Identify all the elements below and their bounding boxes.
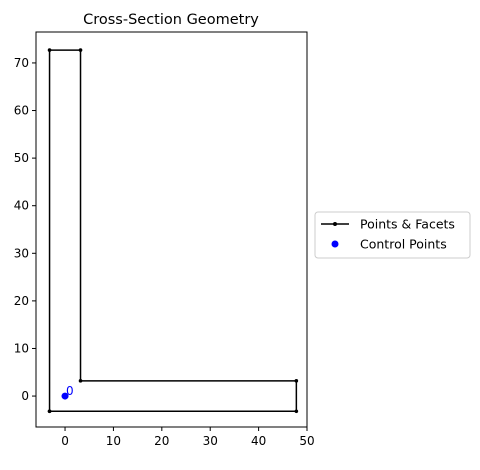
x-tick-label: 10 xyxy=(106,434,121,448)
y-tick-label: 70 xyxy=(14,56,29,70)
x-axis: 0 10 20 30 40 50 xyxy=(61,427,315,448)
y-tick-label: 60 xyxy=(14,104,29,118)
x-tick-label: 30 xyxy=(203,434,218,448)
series-points-facets-line xyxy=(48,49,298,413)
plot-layer: 0 xyxy=(47,48,299,414)
legend-marker-swatch xyxy=(333,222,337,226)
x-tick-label: 40 xyxy=(251,434,266,448)
legend-label-points-facets: Points & Facets xyxy=(360,217,455,232)
facet-vertex-point xyxy=(78,379,83,383)
chart-title: Cross-Section Geometry xyxy=(83,12,259,28)
x-tick-label: 0 xyxy=(61,434,69,448)
y-tick-label: 40 xyxy=(14,199,29,213)
facet-vertex-point xyxy=(294,409,299,414)
x-tick-label: 50 xyxy=(299,434,314,448)
y-tick-label: 30 xyxy=(14,246,29,260)
legend: Points & Facets Control Points xyxy=(314,211,471,259)
x-tick-label: 20 xyxy=(154,434,169,448)
facet-vertex-point xyxy=(47,409,52,414)
y-axis: 0 10 20 30 40 50 60 70 xyxy=(14,56,36,403)
y-tick-label: 0 xyxy=(21,389,29,403)
legend-box xyxy=(314,211,471,259)
control-point-label: 0 xyxy=(66,384,74,398)
facet-vertex-point xyxy=(294,379,299,383)
control-point-marker xyxy=(61,392,69,400)
legend-label-control-points: Control Points xyxy=(360,237,447,252)
legend-control-point-swatch xyxy=(331,240,339,248)
y-tick-label: 50 xyxy=(14,151,29,165)
y-tick-label: 10 xyxy=(14,341,29,355)
facet-vertex-point xyxy=(78,48,83,52)
plot-area-frame xyxy=(35,31,308,428)
facet-vertex-point xyxy=(47,48,52,52)
y-tick-label: 20 xyxy=(14,294,29,308)
